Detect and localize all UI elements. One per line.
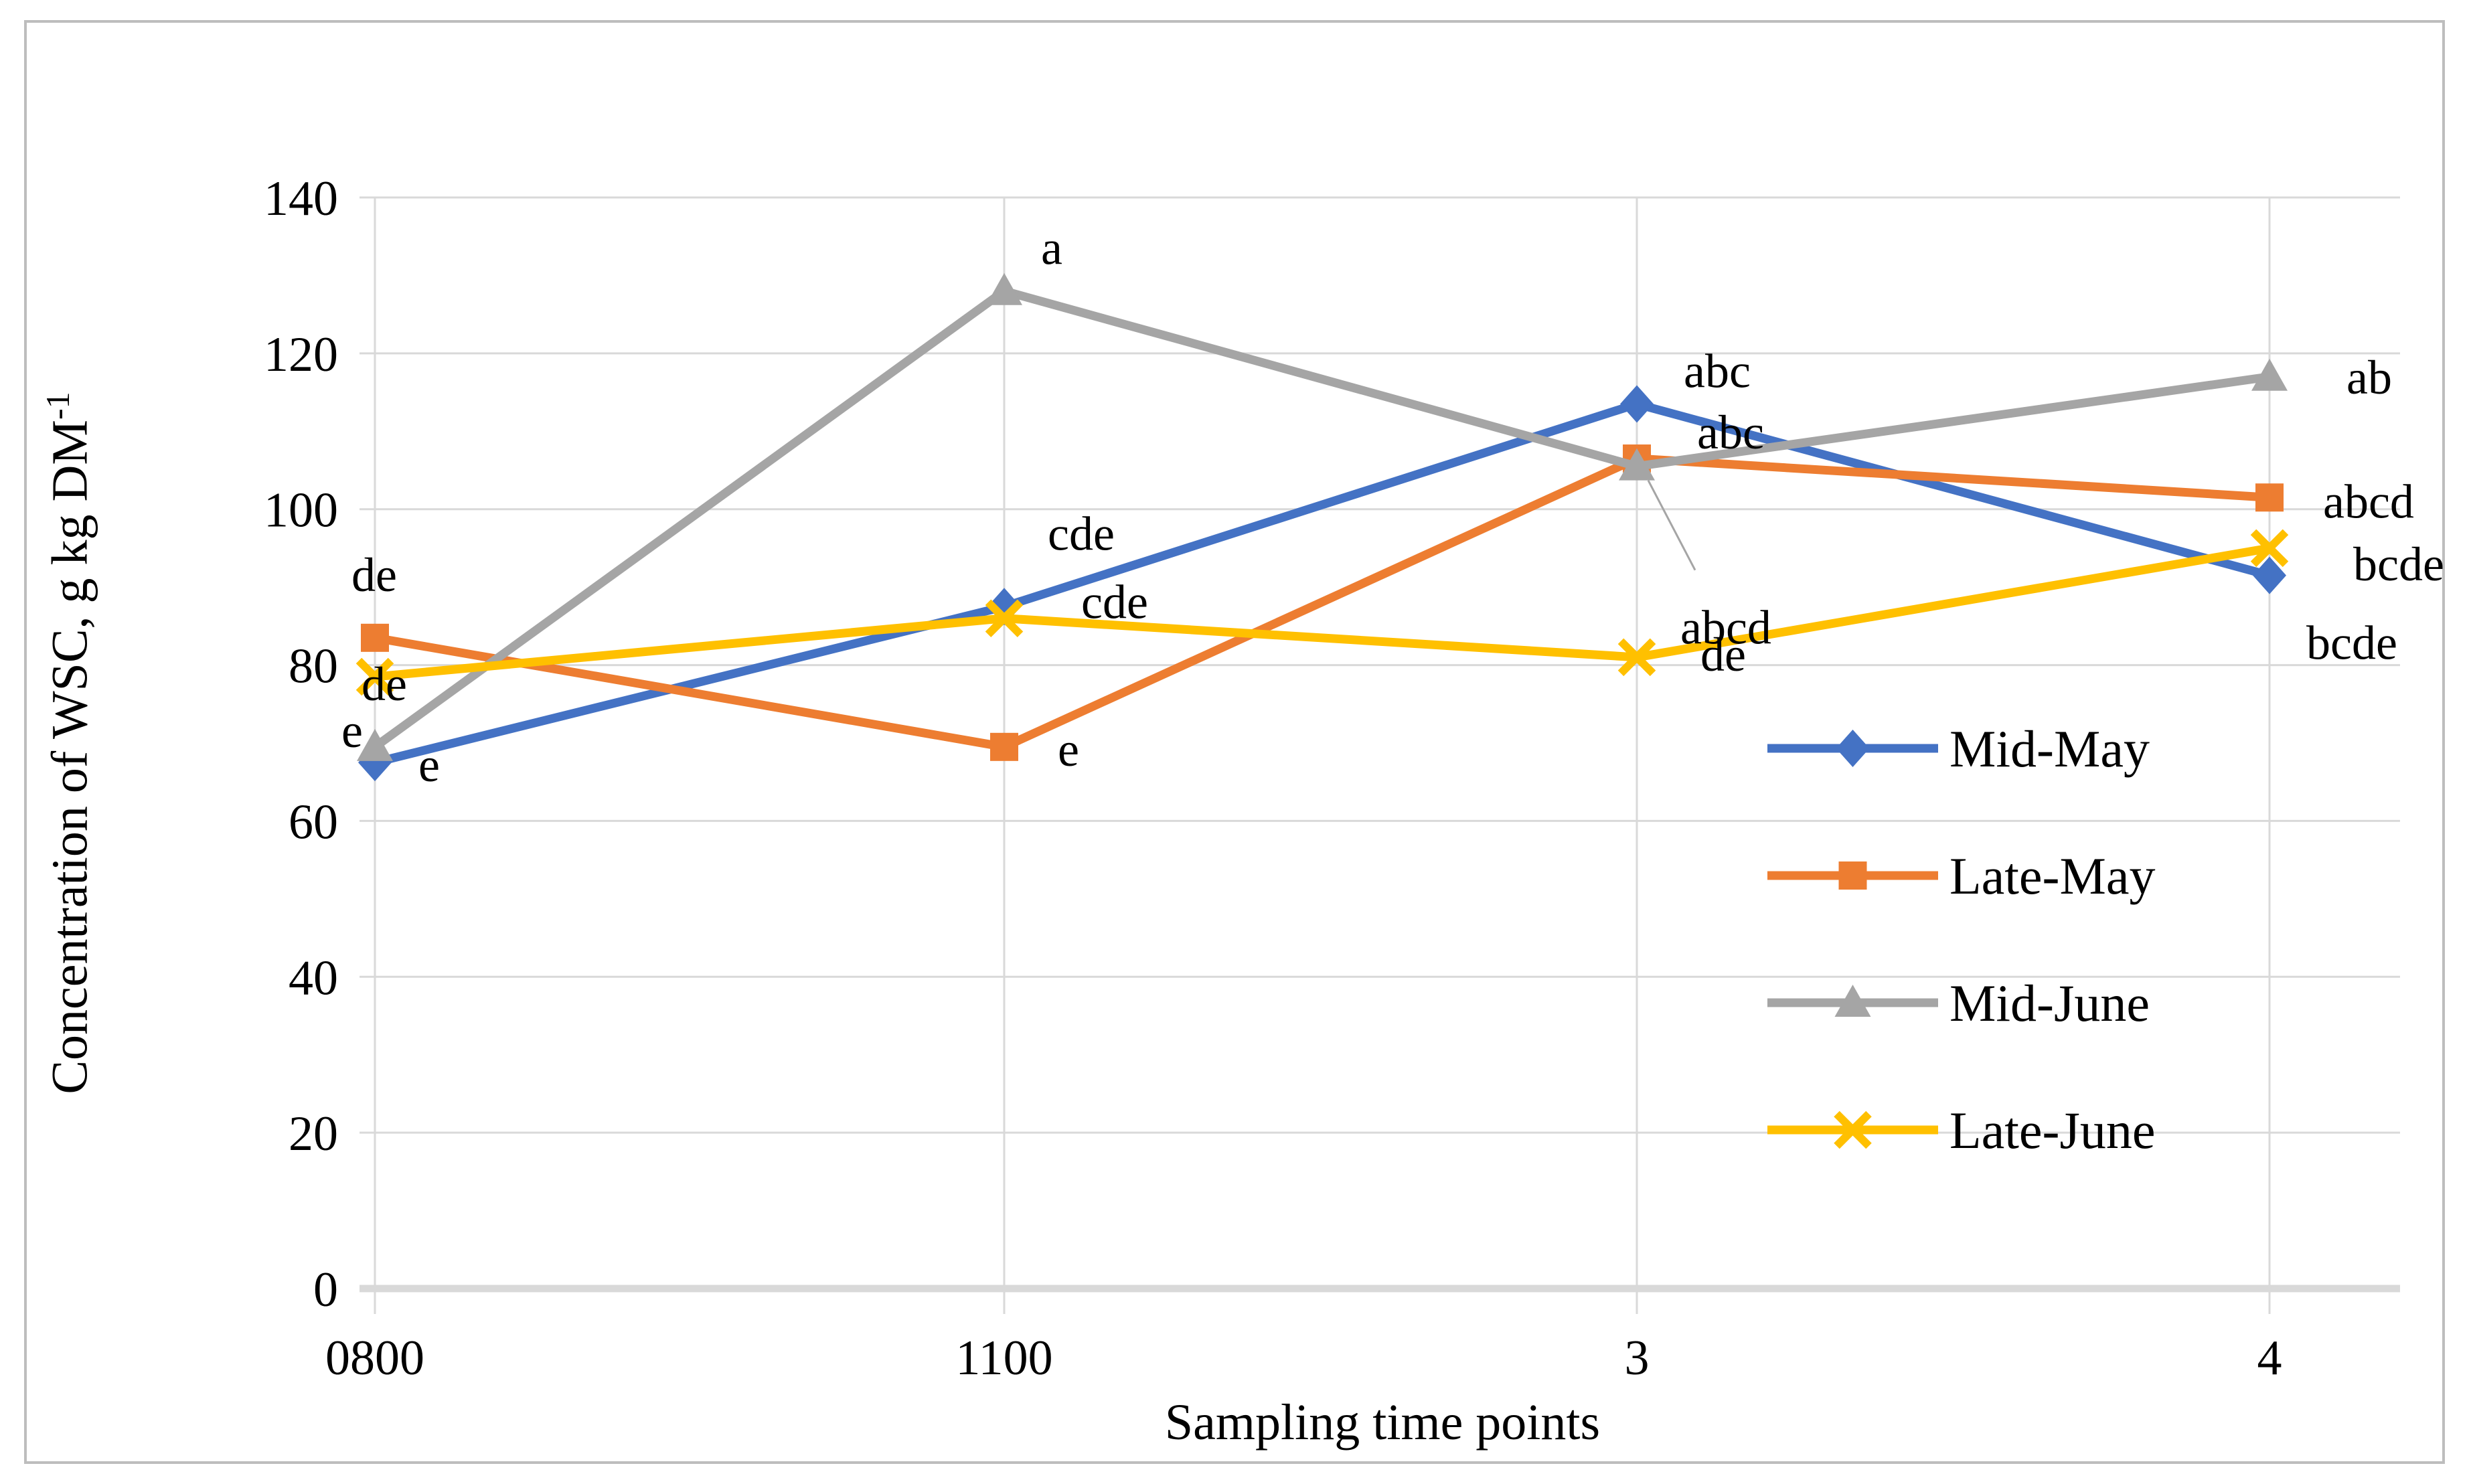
point-label-mid-may-0800: e: [418, 738, 440, 792]
series-marker-late-june-3: [1617, 638, 1656, 677]
x-tick-label-0800: 0800: [325, 1331, 424, 1386]
series-line-late-may: [370, 454, 2274, 752]
series-line-mid-june: [370, 286, 2274, 752]
point-label-late-june-4: bcde: [2353, 538, 2444, 591]
series-line-mid-may: [370, 400, 2274, 767]
series-marker-mid-june-0800: [357, 728, 393, 761]
series-marker-mid-june-1100: [986, 272, 1022, 305]
y-axis-title: Concentration of WSC, g kg DM-1: [39, 392, 100, 1094]
series-line-late-june: [370, 544, 2274, 681]
legend-marker-late-june: [1834, 1110, 1872, 1149]
y-axis-title-superscript: -1: [39, 392, 77, 420]
point-label-late-may-4: abcd: [2323, 475, 2414, 528]
y-axis-title-text: Concentration of WSC, g kg DM: [42, 420, 98, 1094]
legend-label-late-june: Late-June: [1949, 1101, 2156, 1159]
point-label-mid-may-1100: cde: [1048, 507, 1115, 560]
series-marker-late-june-1100: [985, 599, 1024, 637]
point-label-late-may-3: abc: [1697, 406, 1764, 459]
y-tick-label-20: 20: [289, 1106, 338, 1161]
point-label-late-may-1100: e: [1058, 723, 1079, 776]
x-axis-title: Sampling time points: [1164, 1394, 1601, 1451]
y-tick-label-80: 80: [289, 639, 338, 694]
series-marker-mid-june-4: [2251, 358, 2288, 391]
series-marker-late-may-4: [2255, 483, 2284, 512]
point-label-late-june-0800: de: [362, 657, 407, 711]
series-marker-mid-may-4: [2253, 556, 2286, 594]
y-tick-label-40: 40: [289, 951, 338, 1005]
x-tick-label-1100: 1100: [955, 1331, 1052, 1386]
series-marker-mid-june-3: [1619, 448, 1655, 481]
legend-label-late-may: Late-May: [1949, 847, 2156, 905]
x-tick-label-4: 4: [2257, 1331, 2282, 1386]
point-label-mid-june-0800: e: [341, 704, 363, 758]
point-label-mid-june-1100: a: [1041, 222, 1062, 275]
legend-marker-mid-june: [1834, 985, 1871, 1017]
series-marker-late-june-0800: [355, 657, 394, 696]
y-tick-label-0: 0: [313, 1262, 338, 1317]
y-tick-label-120: 120: [264, 327, 338, 382]
legend-label-mid-june: Mid-June: [1949, 974, 2150, 1032]
point-label-mid-june-4: ab: [2346, 351, 2392, 404]
legend-label-mid-may: Mid-May: [1949, 720, 2150, 778]
point-label-mid-may-4: bcde: [2306, 616, 2397, 670]
point-label-mid-june-3: abcd: [1680, 601, 1771, 655]
series-marker-late-may-1100: [990, 732, 1018, 761]
legend-marker-late-may: [1838, 861, 1867, 890]
y-tick-label-60: 60: [289, 795, 338, 849]
series-marker-mid-may-3: [1620, 385, 1654, 423]
point-label-late-may-0800: de: [351, 548, 397, 602]
y-tick-label-100: 100: [264, 483, 338, 538]
point-label-late-june-3: de: [1700, 628, 1746, 681]
point-label-mid-may-3: abc: [1684, 345, 1751, 398]
annotation-leader-line: [1647, 479, 1696, 571]
y-tick-label-140: 140: [264, 171, 338, 226]
x-tick-label-3: 3: [1625, 1331, 1650, 1386]
point-label-late-june-1100: cde: [1081, 576, 1148, 629]
series-marker-late-may-0800: [361, 623, 389, 652]
legend-marker-mid-may: [1836, 730, 1870, 767]
series-marker-late-june-4: [2250, 529, 2289, 568]
